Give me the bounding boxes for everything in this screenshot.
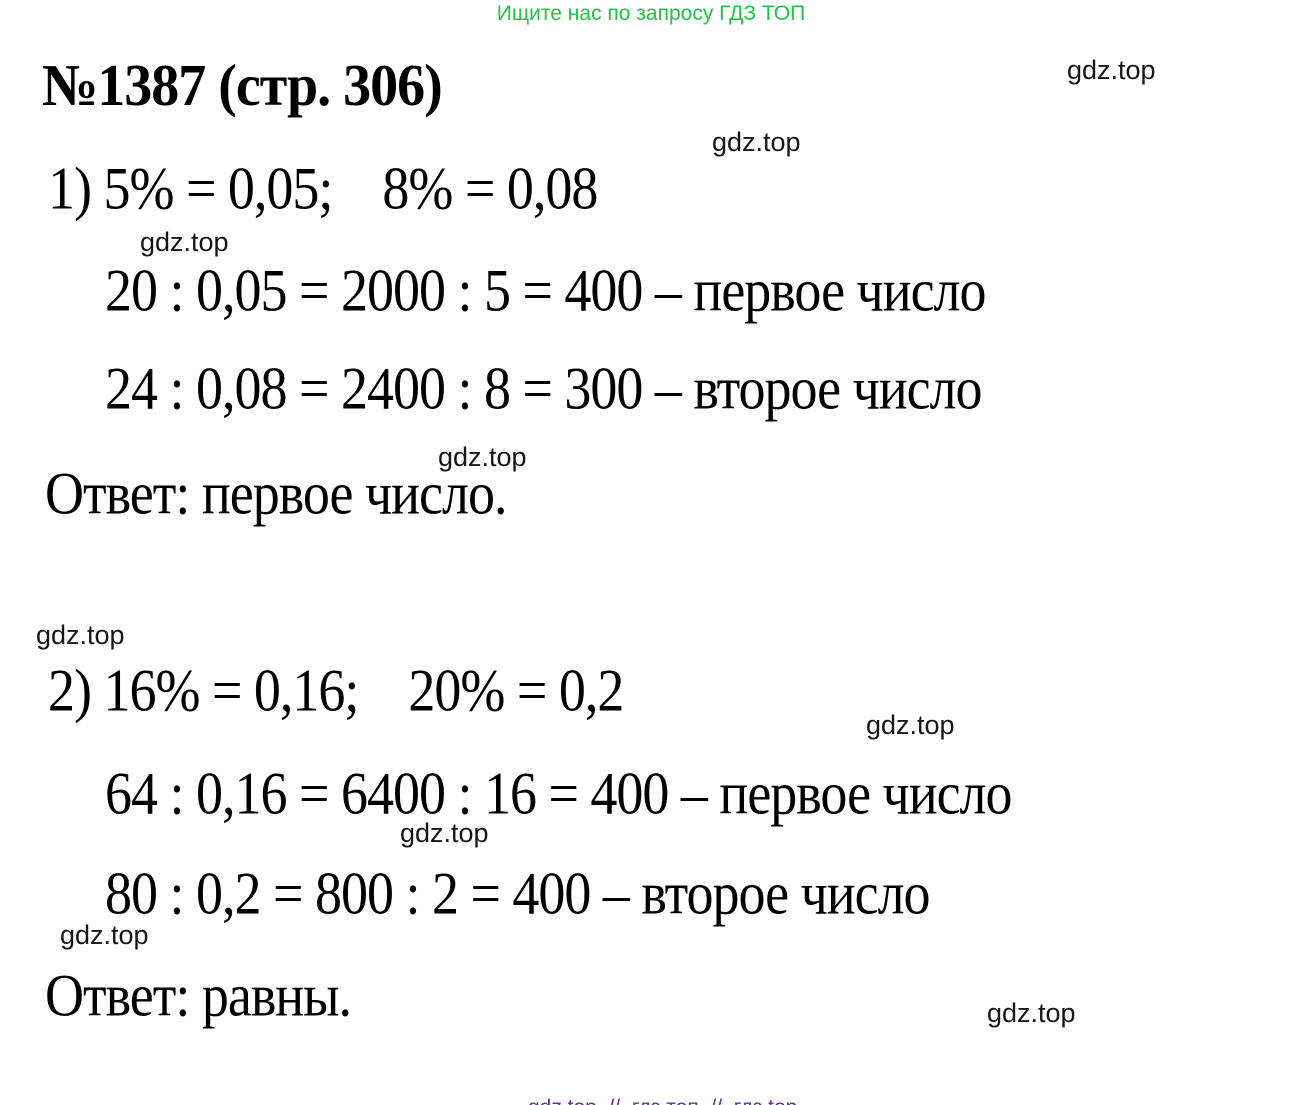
watermark-gdz-top: gdz.top (60, 920, 149, 950)
footer-text: gdz top // гдз топ // гдз top (528, 1096, 797, 1105)
watermark-gdz-top: gdz.top (866, 710, 955, 740)
promo-banner-text: Ищите нас по запросу ГДЗ ТОП (496, 2, 806, 25)
watermark-gdz-top: gdz.top (1067, 55, 1156, 85)
watermark-gdz-top: gdz.top (987, 998, 1076, 1028)
part1-answer: Ответ: первое число. (45, 459, 507, 527)
footer-links: gdz top // гдз топ // гдз top (0, 1072, 1302, 1105)
part2-second-number-calc: 80 : 0,2 = 800 : 2 = 400 – второе число (105, 859, 931, 927)
part1-first-number-calc: 20 : 0,05 = 2000 : 5 = 400 – первое числ… (105, 256, 987, 324)
part2-percent-conversions: 2) 16% = 0,16; 20% = 0,2 (48, 656, 624, 724)
watermark-gdz-top: gdz.top (140, 227, 229, 257)
watermark-gdz-top: gdz.top (438, 442, 527, 472)
part2-first-number-calc: 64 : 0,16 = 6400 : 16 = 400 – первое чис… (105, 759, 1013, 827)
watermark-gdz-top: gdz.top (36, 620, 125, 650)
exercise-title: №1387 (стр. 306) (42, 53, 443, 119)
part2-answer: Ответ: равны. (45, 961, 352, 1029)
part1-percent-conversions: 1) 5% = 0,05; 8% = 0,08 (48, 154, 598, 222)
watermark-gdz-top: gdz.top (400, 818, 489, 848)
part1-second-number-calc: 24 : 0,08 = 2400 : 8 = 300 – второе числ… (105, 354, 983, 422)
watermark-gdz-top: gdz.top (712, 127, 801, 157)
